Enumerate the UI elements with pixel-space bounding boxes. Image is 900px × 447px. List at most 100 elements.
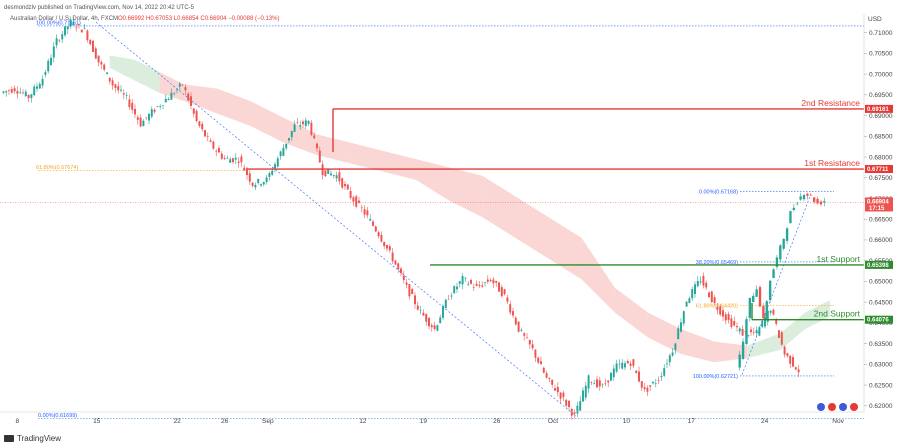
cloud-segment: [134, 59, 160, 93]
candle: [229, 159, 232, 163]
candle: [755, 329, 758, 333]
candle: [246, 168, 248, 175]
candle: [310, 122, 313, 135]
candle: [495, 280, 498, 283]
candle: [534, 349, 537, 358]
levels[interactable]: 2nd Resistance 1st Resistance 1st Support 2…: [0, 98, 864, 321]
candle: [523, 333, 526, 336]
candle: [688, 298, 691, 303]
fibonacci-lines[interactable]: 100.00%(0.71161) 61.80%(0.67674) 0.00%(0.6…: [36, 20, 864, 419]
candle: [290, 130, 293, 138]
trendline[interactable]: [95, 22, 577, 417]
candle: [108, 77, 111, 82]
candle: [198, 121, 201, 126]
event-flags[interactable]: [817, 403, 858, 411]
candle: [321, 164, 324, 176]
cloud-segment: [647, 312, 681, 354]
candle: [338, 172, 341, 182]
candle: [16, 91, 19, 94]
candle: [607, 380, 610, 383]
candle: [621, 362, 624, 369]
candle: [402, 275, 405, 280]
candle: [562, 392, 565, 398]
candle: [579, 401, 582, 411]
candle: [5, 91, 8, 93]
candle: [671, 352, 674, 356]
time-tick-label: Sep: [262, 418, 274, 425]
candle: [24, 91, 27, 97]
price-axis[interactable]: 0.71000 0.70500 0.70000 0.69500 0.69000 0.685…: [864, 30, 893, 410]
candle: [654, 383, 657, 384]
candle: [540, 361, 542, 365]
candle: [802, 195, 806, 200]
candle: [204, 130, 206, 137]
candle: [122, 93, 125, 95]
candle: [159, 106, 162, 107]
candle: [176, 89, 178, 91]
candle: [153, 109, 156, 112]
candle: [103, 64, 106, 70]
candle: [139, 117, 142, 127]
candle: [624, 363, 626, 368]
candle: [293, 124, 296, 132]
level-price-tag: [865, 104, 893, 113]
level-price-tag-text: 0.67711: [867, 167, 889, 173]
candle: [72, 21, 75, 26]
candle: [352, 197, 355, 202]
candle: [265, 177, 268, 183]
fib-level-label: 100.00%(0.71161): [36, 20, 81, 26]
candle: [50, 57, 52, 66]
candle: [484, 282, 486, 283]
candle: [819, 201, 823, 205]
candle: [125, 95, 128, 96]
candle: [184, 87, 187, 91]
trendlines[interactable]: [95, 22, 813, 417]
candle: [181, 84, 184, 86]
flag-icon[interactable]: [828, 403, 836, 411]
candle: [806, 193, 809, 196]
candle: [660, 375, 663, 378]
candle: [716, 306, 719, 310]
candle: [492, 279, 495, 284]
candle: [481, 285, 484, 287]
candle: [785, 228, 789, 241]
candle: [447, 299, 450, 300]
candle: [30, 94, 33, 99]
time-tick-label: 12: [359, 418, 367, 425]
candle: [114, 84, 117, 88]
time-tick-label: Nov: [832, 418, 844, 425]
candle: [86, 30, 89, 41]
candle: [274, 164, 276, 169]
tradingview-logo[interactable]: TradingView: [4, 434, 61, 443]
price-tick-label: 0.66000: [869, 237, 893, 244]
candle: [237, 161, 240, 163]
candle: [526, 337, 528, 339]
candle: [696, 281, 699, 287]
candle: [778, 330, 780, 339]
candle: [663, 368, 666, 376]
bar-countdown: 17:15: [869, 206, 885, 212]
candle: [713, 297, 716, 303]
candle: [192, 108, 195, 114]
time-axis[interactable]: 8 15 22 26 Sep 12 19 26 Oct 10 17 24 Nov: [15, 418, 844, 425]
candle: [517, 321, 520, 332]
candle: [498, 282, 500, 292]
candle: [764, 317, 766, 327]
candle: [750, 329, 752, 333]
candle: [360, 207, 363, 209]
candle: [251, 182, 254, 186]
candle: [201, 123, 204, 130]
candle: [285, 143, 288, 149]
trendline[interactable]: [741, 190, 813, 375]
flag-icon[interactable]: [850, 403, 858, 411]
flag-icon[interactable]: [839, 403, 847, 411]
candle: [520, 329, 523, 331]
candle: [78, 24, 80, 26]
flag-icon[interactable]: [817, 403, 825, 411]
candle: [584, 385, 587, 398]
candle: [775, 257, 779, 267]
candle: [514, 317, 517, 325]
candle: [41, 78, 44, 86]
fib-level-label: 61.80%(0.64420): [696, 303, 738, 309]
